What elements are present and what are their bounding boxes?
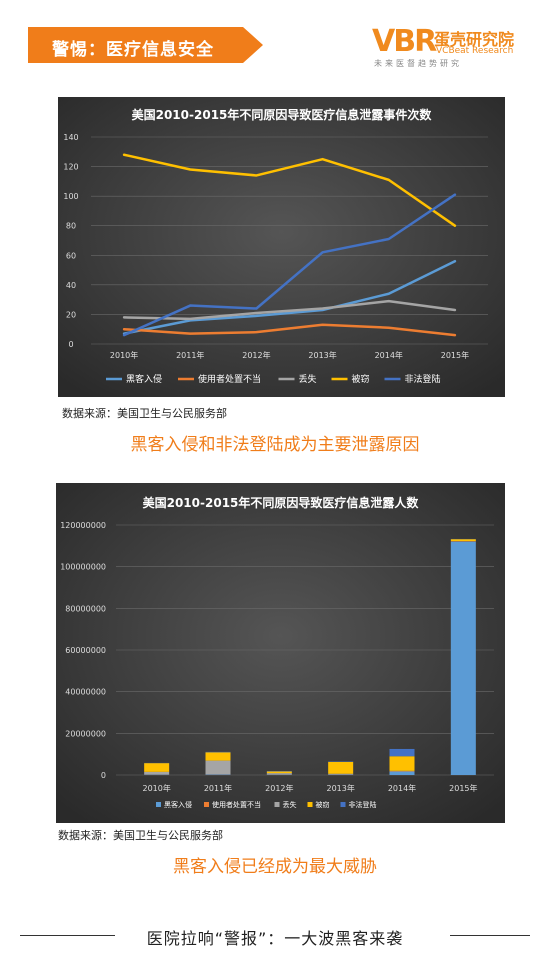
chart-background <box>58 97 505 397</box>
y-tick-label: 20 <box>66 310 76 319</box>
footer-line-right <box>450 935 530 936</box>
legend-swatch <box>340 802 346 807</box>
y-tick-label: 140 <box>63 133 78 142</box>
x-tick-label: 2015年 <box>449 783 477 793</box>
y-tick-label: 20000000 <box>65 729 106 738</box>
series-line-使用者处置不当 <box>122 323 457 337</box>
x-tick-label: 2014年 <box>388 783 416 793</box>
bar-chart-people: 美国2010-2015年不同原因导致医疗信息泄露人数 0 20000000 40000… <box>56 483 505 823</box>
series-line-丢失 <box>122 299 457 321</box>
x-tick-label: 2015年 <box>441 350 469 360</box>
series-line-被窃 <box>122 153 457 227</box>
bar-segment-丢失 <box>144 771 170 775</box>
legend-label: 被窃 <box>316 800 330 809</box>
y-tick-label: 100000000 <box>60 563 106 572</box>
bar-segment-非法登陆 <box>389 748 415 757</box>
source-2: 数据来源：美国卫生与公民服务部 <box>58 829 223 842</box>
footer-line-left <box>20 935 115 936</box>
legend-label: 使用者处置不当 <box>212 800 261 809</box>
legend-label: 使用者处置不当 <box>198 373 261 385</box>
y-tick-label: 0 <box>101 771 106 780</box>
x-tick-label: 2011年 <box>176 350 204 360</box>
caption-2: 黑客入侵已经成为最大威胁 <box>173 857 377 877</box>
logo-name: 蛋壳研究院 <box>434 30 515 49</box>
caption-1: 黑客入侵和非法登陆成为主要泄露原因 <box>130 435 420 455</box>
y-tick-label: 80 <box>66 222 76 231</box>
bar-segment-被窃 <box>450 539 476 542</box>
series-line-非法登陆 <box>122 193 457 337</box>
bar-segment-被窃 <box>389 756 415 771</box>
logo-slogan: 未来医督趋势研究 <box>374 59 462 68</box>
y-tick-label: 80000000 <box>65 604 106 613</box>
y-tick-label: 40 <box>66 281 76 290</box>
bar-segment-黑客入侵 <box>205 774 231 775</box>
legend-swatch <box>307 802 313 807</box>
chart-1-title: 美国2010-2015年不同原因导致医疗信息泄露事件次数 <box>132 107 433 122</box>
legend-label: 丢失 <box>283 800 297 809</box>
x-tick-label: 2010年 <box>110 350 138 360</box>
legend-swatch <box>204 802 209 807</box>
chart-1-container: 美国2010-2015年不同原因导致医疗信息泄露事件次数 0 20 40 60 80 100… <box>58 97 505 397</box>
x-tick-label: 2013年 <box>326 783 354 793</box>
chart-2-title: 美国2010-2015年不同原因导致医疗信息泄露人数 <box>143 495 420 510</box>
legend-swatch <box>274 802 280 807</box>
footer-title: 医院拉响“警报”：一大波黑客来袭 <box>146 929 404 948</box>
y-tick-label: 120 <box>63 163 78 172</box>
x-tick-label: 2014年 <box>375 350 403 360</box>
bar-segment-被窃 <box>266 771 292 774</box>
logo-mark: VBR <box>372 24 437 59</box>
bar-segment-被窃 <box>144 763 170 772</box>
bar-segment-黑客入侵 <box>389 771 415 775</box>
y-tick-label: 40000000 <box>65 688 106 697</box>
bar-segment-丢失 <box>328 773 354 775</box>
banner-title: 警惕：医疗信息安全 <box>52 40 214 60</box>
y-tick-label: 60000000 <box>65 646 106 655</box>
bar-segment-丢失 <box>205 760 231 775</box>
bar-segment-被窃 <box>328 761 354 774</box>
bar-segment-被窃 <box>205 752 231 761</box>
legend-label: 黑客入侵 <box>126 373 162 385</box>
bar-segment-丢失 <box>389 770 415 772</box>
bar-segment-黑客入侵 <box>450 541 476 775</box>
legend-swatch <box>156 802 161 807</box>
source-1: 数据来源：美国卫生与公民服务部 <box>62 407 227 420</box>
legend-label: 丢失 <box>299 373 317 385</box>
x-tick-label: 2011年 <box>204 783 232 793</box>
legend-label: 非法登陆 <box>405 373 441 385</box>
y-tick-label: 120000000 <box>60 521 106 530</box>
legend-label: 黑客入侵 <box>164 800 192 809</box>
legend-label: 被窃 <box>352 373 370 385</box>
legend-label: 非法登陆 <box>349 800 377 809</box>
y-tick-label: 100 <box>63 192 78 201</box>
logo: VBR 蛋壳研究院 VCBeat Research 未来医督趋势研究 <box>372 24 522 70</box>
line-chart-incidents: 美国2010-2015年不同原因导致医疗信息泄露事件次数 0 20 40 60 80 100… <box>58 97 505 397</box>
x-tick-label: 2012年 <box>265 783 293 793</box>
x-tick-label: 2013年 <box>308 350 336 360</box>
chart-background <box>56 483 505 823</box>
x-tick-label: 2010年 <box>142 783 170 793</box>
y-tick-label: 0 <box>68 340 73 349</box>
series-line-黑客入侵 <box>122 259 457 335</box>
y-tick-label: 60 <box>66 251 76 260</box>
logo-en: VCBeat Research <box>436 46 514 56</box>
x-tick-label: 2012年 <box>242 350 270 360</box>
chart-2-container: 美国2010-2015年不同原因导致医疗信息泄露人数 0 20000000 40000… <box>56 483 505 823</box>
header-banner <box>28 27 263 63</box>
bar-segment-丢失 <box>266 773 292 775</box>
